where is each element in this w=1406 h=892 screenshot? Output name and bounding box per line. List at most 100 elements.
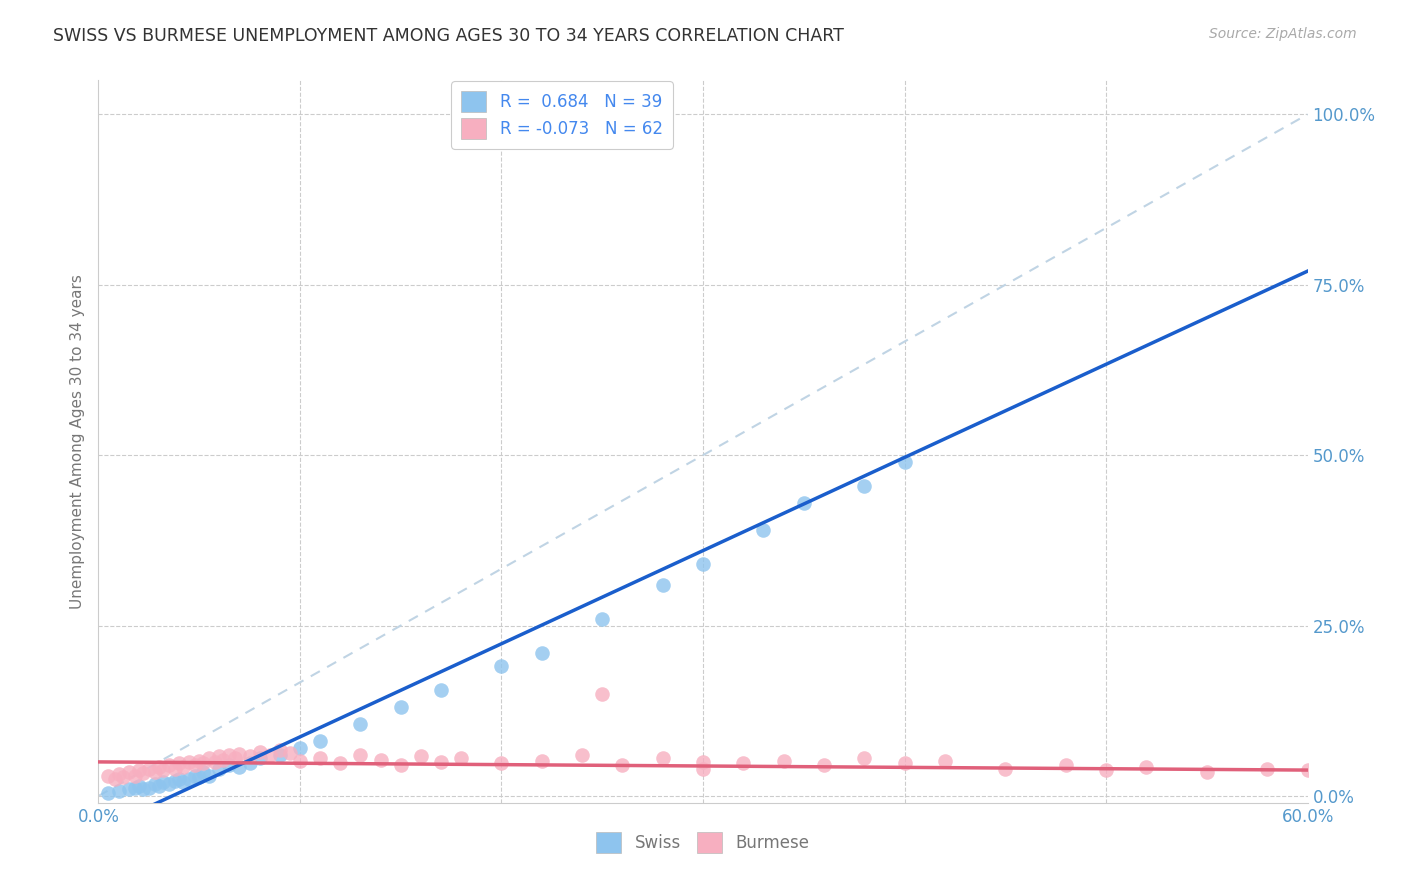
Point xyxy=(239,749,262,764)
Y-axis label: Unemployment Among Ages 30 to 34 years: Unemployment Among Ages 30 to 34 years xyxy=(69,274,84,609)
Point xyxy=(934,754,956,768)
Point xyxy=(188,754,211,768)
Point xyxy=(212,753,235,767)
Point xyxy=(163,762,186,776)
Point xyxy=(228,760,250,774)
Point xyxy=(1195,765,1218,780)
Point xyxy=(491,659,513,673)
Point xyxy=(651,577,673,591)
Point xyxy=(430,683,453,698)
Point xyxy=(228,747,250,761)
Point xyxy=(148,760,170,774)
Point xyxy=(138,762,160,776)
Point xyxy=(138,780,160,795)
Point xyxy=(172,775,194,789)
Point xyxy=(1135,760,1157,774)
Point xyxy=(167,756,190,771)
Point xyxy=(752,523,775,537)
Point xyxy=(278,746,301,760)
Point xyxy=(193,756,215,771)
Point xyxy=(208,762,231,776)
Point xyxy=(193,765,215,780)
Point xyxy=(97,786,120,800)
Point xyxy=(450,751,472,765)
Point xyxy=(692,755,714,769)
Point xyxy=(288,741,311,756)
Point xyxy=(349,717,371,731)
Point xyxy=(772,754,794,768)
Point xyxy=(530,754,553,768)
Point xyxy=(793,496,815,510)
Point xyxy=(132,766,155,780)
Point xyxy=(132,782,155,797)
Point xyxy=(269,748,291,763)
Point xyxy=(249,751,271,765)
Point xyxy=(118,765,141,780)
Point xyxy=(179,755,201,769)
Point xyxy=(239,756,262,771)
Point xyxy=(124,780,146,795)
Point xyxy=(143,777,166,791)
Point xyxy=(152,775,174,789)
Point xyxy=(329,756,352,771)
Legend: Swiss, Burmese: Swiss, Burmese xyxy=(589,826,817,860)
Point xyxy=(172,760,194,774)
Point xyxy=(218,758,240,772)
Point xyxy=(103,772,125,786)
Point xyxy=(107,767,129,781)
Point xyxy=(184,768,207,782)
Point xyxy=(692,762,714,776)
Point xyxy=(409,749,432,764)
Point xyxy=(1054,758,1077,772)
Point xyxy=(389,758,412,772)
Point xyxy=(1095,763,1118,777)
Point xyxy=(733,756,755,771)
Point xyxy=(157,777,180,791)
Point xyxy=(430,755,453,769)
Point xyxy=(218,748,240,763)
Point xyxy=(853,479,876,493)
Point xyxy=(208,749,231,764)
Point xyxy=(309,751,332,765)
Point xyxy=(143,765,166,780)
Point xyxy=(111,770,134,784)
Point xyxy=(163,774,186,789)
Point xyxy=(309,734,332,748)
Point xyxy=(571,748,593,763)
Point xyxy=(148,779,170,793)
Point xyxy=(179,772,201,786)
Point xyxy=(1256,762,1278,776)
Point xyxy=(491,756,513,771)
Point xyxy=(224,751,246,765)
Point xyxy=(204,755,226,769)
Point xyxy=(651,751,673,765)
Point xyxy=(118,782,141,797)
Point xyxy=(853,751,876,765)
Point xyxy=(1296,763,1319,777)
Point xyxy=(893,756,915,771)
Point xyxy=(994,762,1017,776)
Point xyxy=(198,751,221,765)
Point xyxy=(692,558,714,572)
Point xyxy=(198,768,221,782)
Point xyxy=(97,768,120,782)
Text: SWISS VS BURMESE UNEMPLOYMENT AMONG AGES 30 TO 34 YEARS CORRELATION CHART: SWISS VS BURMESE UNEMPLOYMENT AMONG AGES… xyxy=(53,27,844,45)
Point xyxy=(188,770,211,784)
Point xyxy=(152,763,174,777)
Point xyxy=(591,612,613,626)
Point xyxy=(612,758,634,772)
Point xyxy=(128,779,150,793)
Point xyxy=(389,700,412,714)
Text: Source: ZipAtlas.com: Source: ZipAtlas.com xyxy=(1209,27,1357,41)
Point xyxy=(591,687,613,701)
Point xyxy=(813,758,835,772)
Point xyxy=(530,646,553,660)
Point xyxy=(249,745,271,759)
Point xyxy=(107,783,129,797)
Point xyxy=(370,753,392,767)
Point xyxy=(259,748,281,763)
Point xyxy=(288,754,311,768)
Point xyxy=(893,455,915,469)
Point xyxy=(269,742,291,756)
Point xyxy=(167,772,190,786)
